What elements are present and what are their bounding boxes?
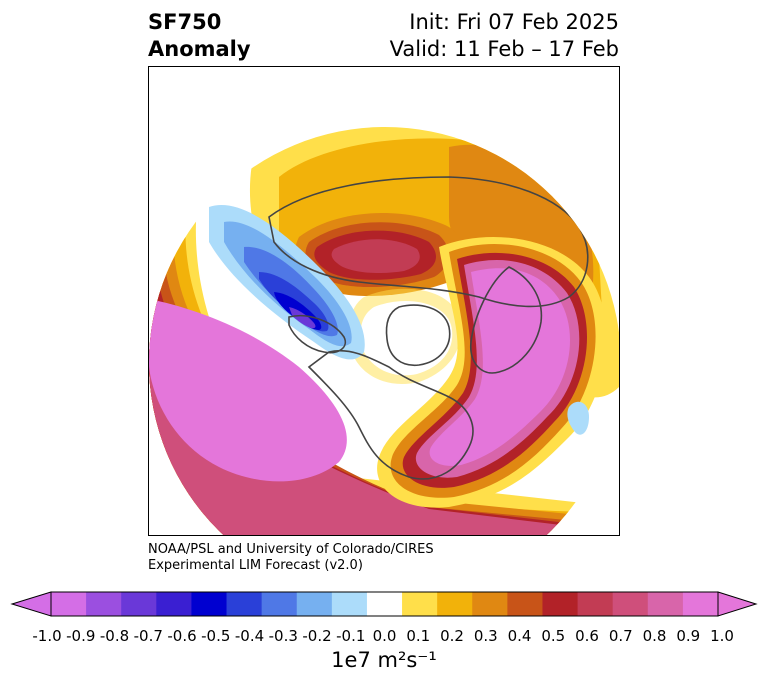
colorbar-swatch — [402, 592, 438, 616]
coast-alaska — [288, 314, 346, 354]
title-right: Init: Fri 07 Feb 2025 Valid: 11 Feb – 17… — [390, 9, 619, 63]
colorbar-swatch — [542, 592, 579, 616]
colorbar-swatch — [191, 592, 228, 616]
colorbar-tick-label: 0.0 — [372, 627, 397, 645]
coast-africa-europe — [470, 266, 543, 374]
colorbar-swatch — [437, 592, 473, 616]
colorbar-swatch — [647, 592, 684, 616]
colorbar-tick-label: 0.7 — [608, 627, 633, 645]
colorbar-tick-label: 1.0 — [710, 627, 734, 645]
colorbar-tick-label: 0.1 — [406, 627, 431, 645]
field-layer — [149, 127, 619, 535]
colorbar-swatch — [296, 592, 333, 616]
title-left: SF750 Anomaly — [148, 9, 251, 63]
colorbar-tick-label: -0.3 — [268, 627, 298, 645]
colorbar-swatch — [577, 592, 614, 616]
kind-title: Anomaly — [148, 37, 251, 61]
colorbar-label: 1e7 m²s⁻¹ — [331, 648, 437, 672]
anomaly-magenta-west — [149, 299, 347, 482]
colorbar-swatch — [261, 592, 298, 616]
colorbar-tick-label: -0.2 — [302, 627, 332, 645]
variable-title: SF750 — [148, 10, 222, 34]
credit-line-1: NOAA/PSL and University of Colorado/CIRE… — [148, 542, 434, 557]
colorbar-tick-label: -0.7 — [133, 627, 163, 645]
colorbar-tick-label: -0.1 — [336, 627, 366, 645]
colorbar-tick-label: -1.0 — [32, 627, 62, 645]
anomaly-crimson-mid — [331, 239, 420, 274]
coast-eurasia — [268, 176, 589, 308]
anomaly-white-arctic — [360, 301, 453, 376]
anomaly-violet-trough — [289, 307, 316, 329]
colorbar-swatch — [86, 592, 122, 616]
colorbar-tick-label: -0.8 — [99, 627, 130, 645]
colorbar-swatch — [121, 592, 157, 616]
coast-greenland — [385, 304, 451, 366]
colorbar — [10, 591, 758, 617]
colorbar-tick-label: 0.8 — [642, 627, 667, 645]
coast-north-america — [307, 349, 474, 480]
colorbar-frame — [50, 591, 719, 617]
colorbar-swatch — [51, 592, 87, 616]
anomaly-magenta-atlantic — [429, 268, 571, 466]
credit: NOAA/PSL and University of Colorado/CIRE… — [148, 542, 434, 574]
colorbar-swatch — [156, 592, 192, 616]
colorbar-extend-low — [10, 591, 52, 617]
colorbar-swatch — [226, 592, 263, 616]
colorbar-tick-label: -0.9 — [66, 627, 96, 645]
map-panel — [148, 66, 620, 536]
colorbar-swatch — [682, 592, 719, 616]
valid-range: Valid: 11 Feb – 17 Feb — [389, 37, 619, 61]
colorbar-swatch — [331, 592, 368, 616]
colorbar-tick-label: 0.6 — [575, 627, 599, 645]
colorbar-swatch — [472, 592, 508, 616]
colorbar-swatch — [366, 592, 403, 616]
colorbar-tick-label: 0.2 — [440, 627, 464, 645]
colorbar-tick-label: 0.9 — [676, 627, 701, 645]
colorbar-tick-label: -0.6 — [167, 627, 197, 645]
colorbar-tick-label: 0.4 — [507, 627, 532, 645]
colorbar-swatch — [612, 592, 649, 616]
colorbar-extend-high — [717, 591, 758, 617]
colorbar-tick-label: -0.4 — [234, 627, 265, 645]
colorbar-tick-label: -0.5 — [201, 627, 231, 645]
coastlines — [268, 176, 589, 480]
anomaly-map — [149, 127, 619, 535]
colorbar-tick-label: 0.5 — [541, 627, 566, 645]
anomaly-ice-east — [567, 401, 589, 435]
colorbar-tick-label: 0.3 — [473, 627, 498, 645]
credit-line-2: Experimental LIM Forecast (v2.0) — [148, 558, 363, 573]
colorbar-swatch — [507, 592, 543, 616]
init-date: Init: Fri 07 Feb 2025 — [409, 10, 619, 34]
